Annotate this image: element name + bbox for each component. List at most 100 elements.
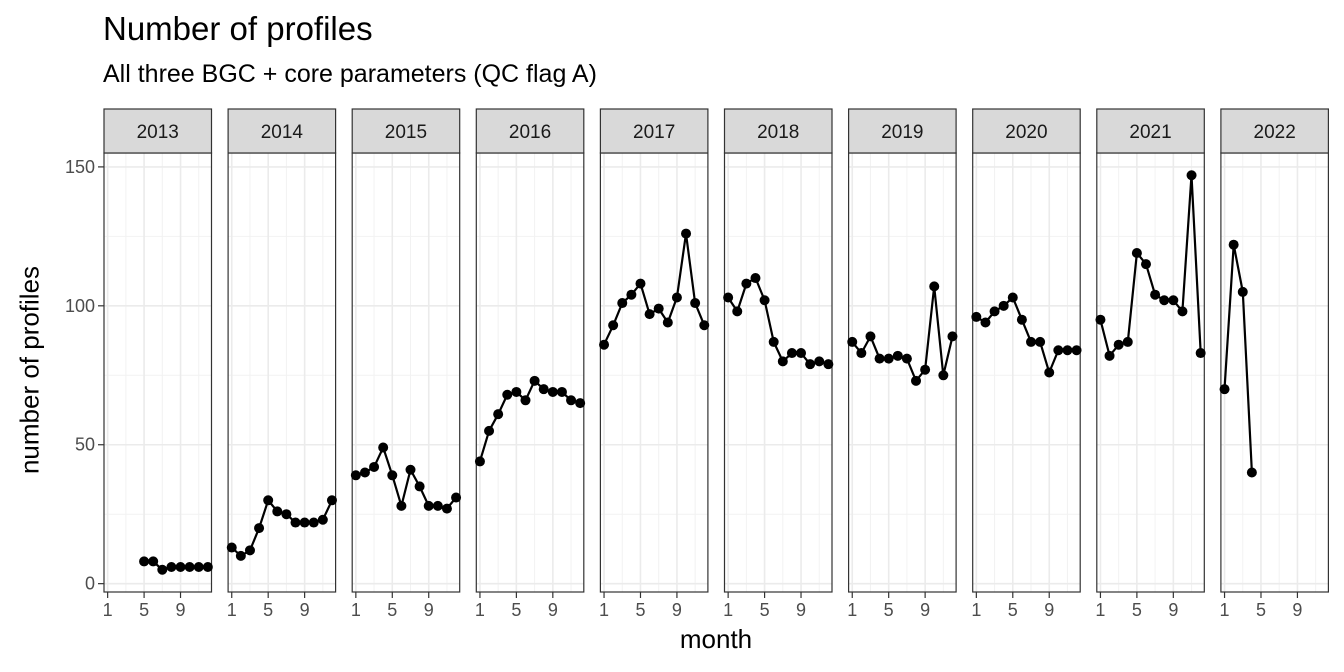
data-point	[175, 561, 186, 572]
data-point	[911, 375, 922, 386]
data-point	[1104, 350, 1115, 361]
x-tick-label: 9	[1044, 600, 1054, 620]
data-point	[1177, 306, 1188, 317]
data-point	[777, 356, 788, 367]
x-tick-label: 1	[103, 600, 113, 620]
data-point	[566, 395, 577, 406]
x-tick-label: 5	[139, 600, 149, 620]
data-point	[1131, 248, 1142, 259]
facet-strip	[475, 108, 585, 154]
data-point	[520, 395, 531, 406]
chart-subtitle: All three BGC + core parameters (QC flag…	[103, 60, 597, 88]
data-point	[193, 561, 204, 572]
data-point	[484, 425, 495, 436]
data-point	[599, 339, 610, 350]
data-point	[1150, 289, 1161, 300]
x-tick-label: 5	[884, 600, 894, 620]
x-tick-label: 1	[475, 600, 485, 620]
data-point	[883, 353, 894, 364]
facet-panel	[1220, 152, 1330, 593]
data-point	[1007, 292, 1018, 303]
data-point	[414, 481, 425, 492]
facet-strip-label: 2019	[881, 122, 923, 143]
facet-strip-label: 2018	[757, 122, 799, 143]
y-tick-label: 0	[85, 574, 95, 594]
data-point	[369, 461, 380, 472]
series-line	[727, 276, 829, 366]
data-point	[865, 331, 876, 342]
x-tick-label: 5	[760, 600, 770, 620]
data-point	[856, 348, 867, 359]
data-point	[998, 300, 1009, 311]
facet-strip-label: 2022	[1254, 122, 1296, 143]
data-point	[644, 309, 655, 320]
facet-strip	[723, 108, 833, 154]
data-point	[786, 348, 797, 359]
facet-panel	[475, 152, 585, 593]
data-point	[741, 278, 752, 289]
data-point	[662, 317, 673, 328]
x-tick-label: 5	[1256, 600, 1266, 620]
facet-strip	[351, 108, 461, 154]
data-point	[608, 320, 619, 331]
data-point	[892, 350, 903, 361]
facet-strip	[1096, 108, 1205, 154]
data-point	[980, 317, 991, 328]
data-point	[805, 359, 816, 370]
x-tick-label: 1	[599, 600, 609, 620]
data-point	[1044, 367, 1055, 378]
data-point	[1140, 259, 1151, 270]
data-point	[378, 442, 389, 453]
chart-title: Number of profiles	[103, 10, 373, 47]
data-point	[699, 320, 710, 331]
data-point	[671, 292, 682, 303]
data-point	[938, 370, 949, 381]
x-tick-label: 9	[796, 600, 806, 620]
facet-strip-label: 2015	[385, 122, 427, 143]
facet-strip	[972, 108, 1081, 154]
x-tick-label: 5	[1132, 600, 1142, 620]
facet-strip	[847, 108, 957, 154]
data-point	[1195, 348, 1206, 359]
data-point	[387, 470, 398, 481]
x-tick-label: 5	[1008, 600, 1018, 620]
data-point	[350, 470, 361, 481]
data-point	[139, 556, 150, 567]
data-point	[1219, 384, 1230, 395]
x-tick-label: 5	[387, 600, 397, 620]
data-point	[626, 289, 637, 300]
data-point	[184, 561, 195, 572]
facet-panel	[599, 152, 709, 593]
x-tick-label: 9	[176, 600, 186, 620]
data-point	[1122, 336, 1133, 347]
data-point	[157, 564, 168, 575]
facet-panel	[227, 152, 337, 593]
facet-panel	[351, 152, 461, 593]
data-point	[281, 509, 292, 520]
facet-strip-label: 2017	[633, 122, 675, 143]
x-tick-label: 5	[511, 600, 521, 620]
data-point	[653, 303, 664, 314]
x-tick-label: 9	[548, 600, 558, 620]
data-point	[451, 492, 462, 503]
x-tick-label: 5	[263, 600, 273, 620]
data-point	[202, 561, 213, 572]
data-point	[617, 298, 628, 309]
data-point	[1246, 467, 1257, 478]
data-point	[901, 353, 912, 364]
x-tick-label: 5	[635, 600, 645, 620]
x-tick-label: 1	[847, 600, 857, 620]
x-tick-label: 9	[920, 600, 930, 620]
data-point	[1237, 286, 1248, 297]
data-point	[299, 517, 310, 528]
x-tick-label: 9	[424, 600, 434, 620]
x-tick-label: 1	[1220, 600, 1230, 620]
y-tick-label: 100	[65, 296, 95, 316]
data-point	[1016, 314, 1027, 325]
x-tick-label: 1	[971, 600, 981, 620]
data-point	[166, 561, 177, 572]
data-point	[989, 306, 1000, 317]
x-tick-label: 9	[300, 600, 310, 620]
series-line	[355, 444, 457, 511]
facet-strip	[227, 108, 337, 154]
